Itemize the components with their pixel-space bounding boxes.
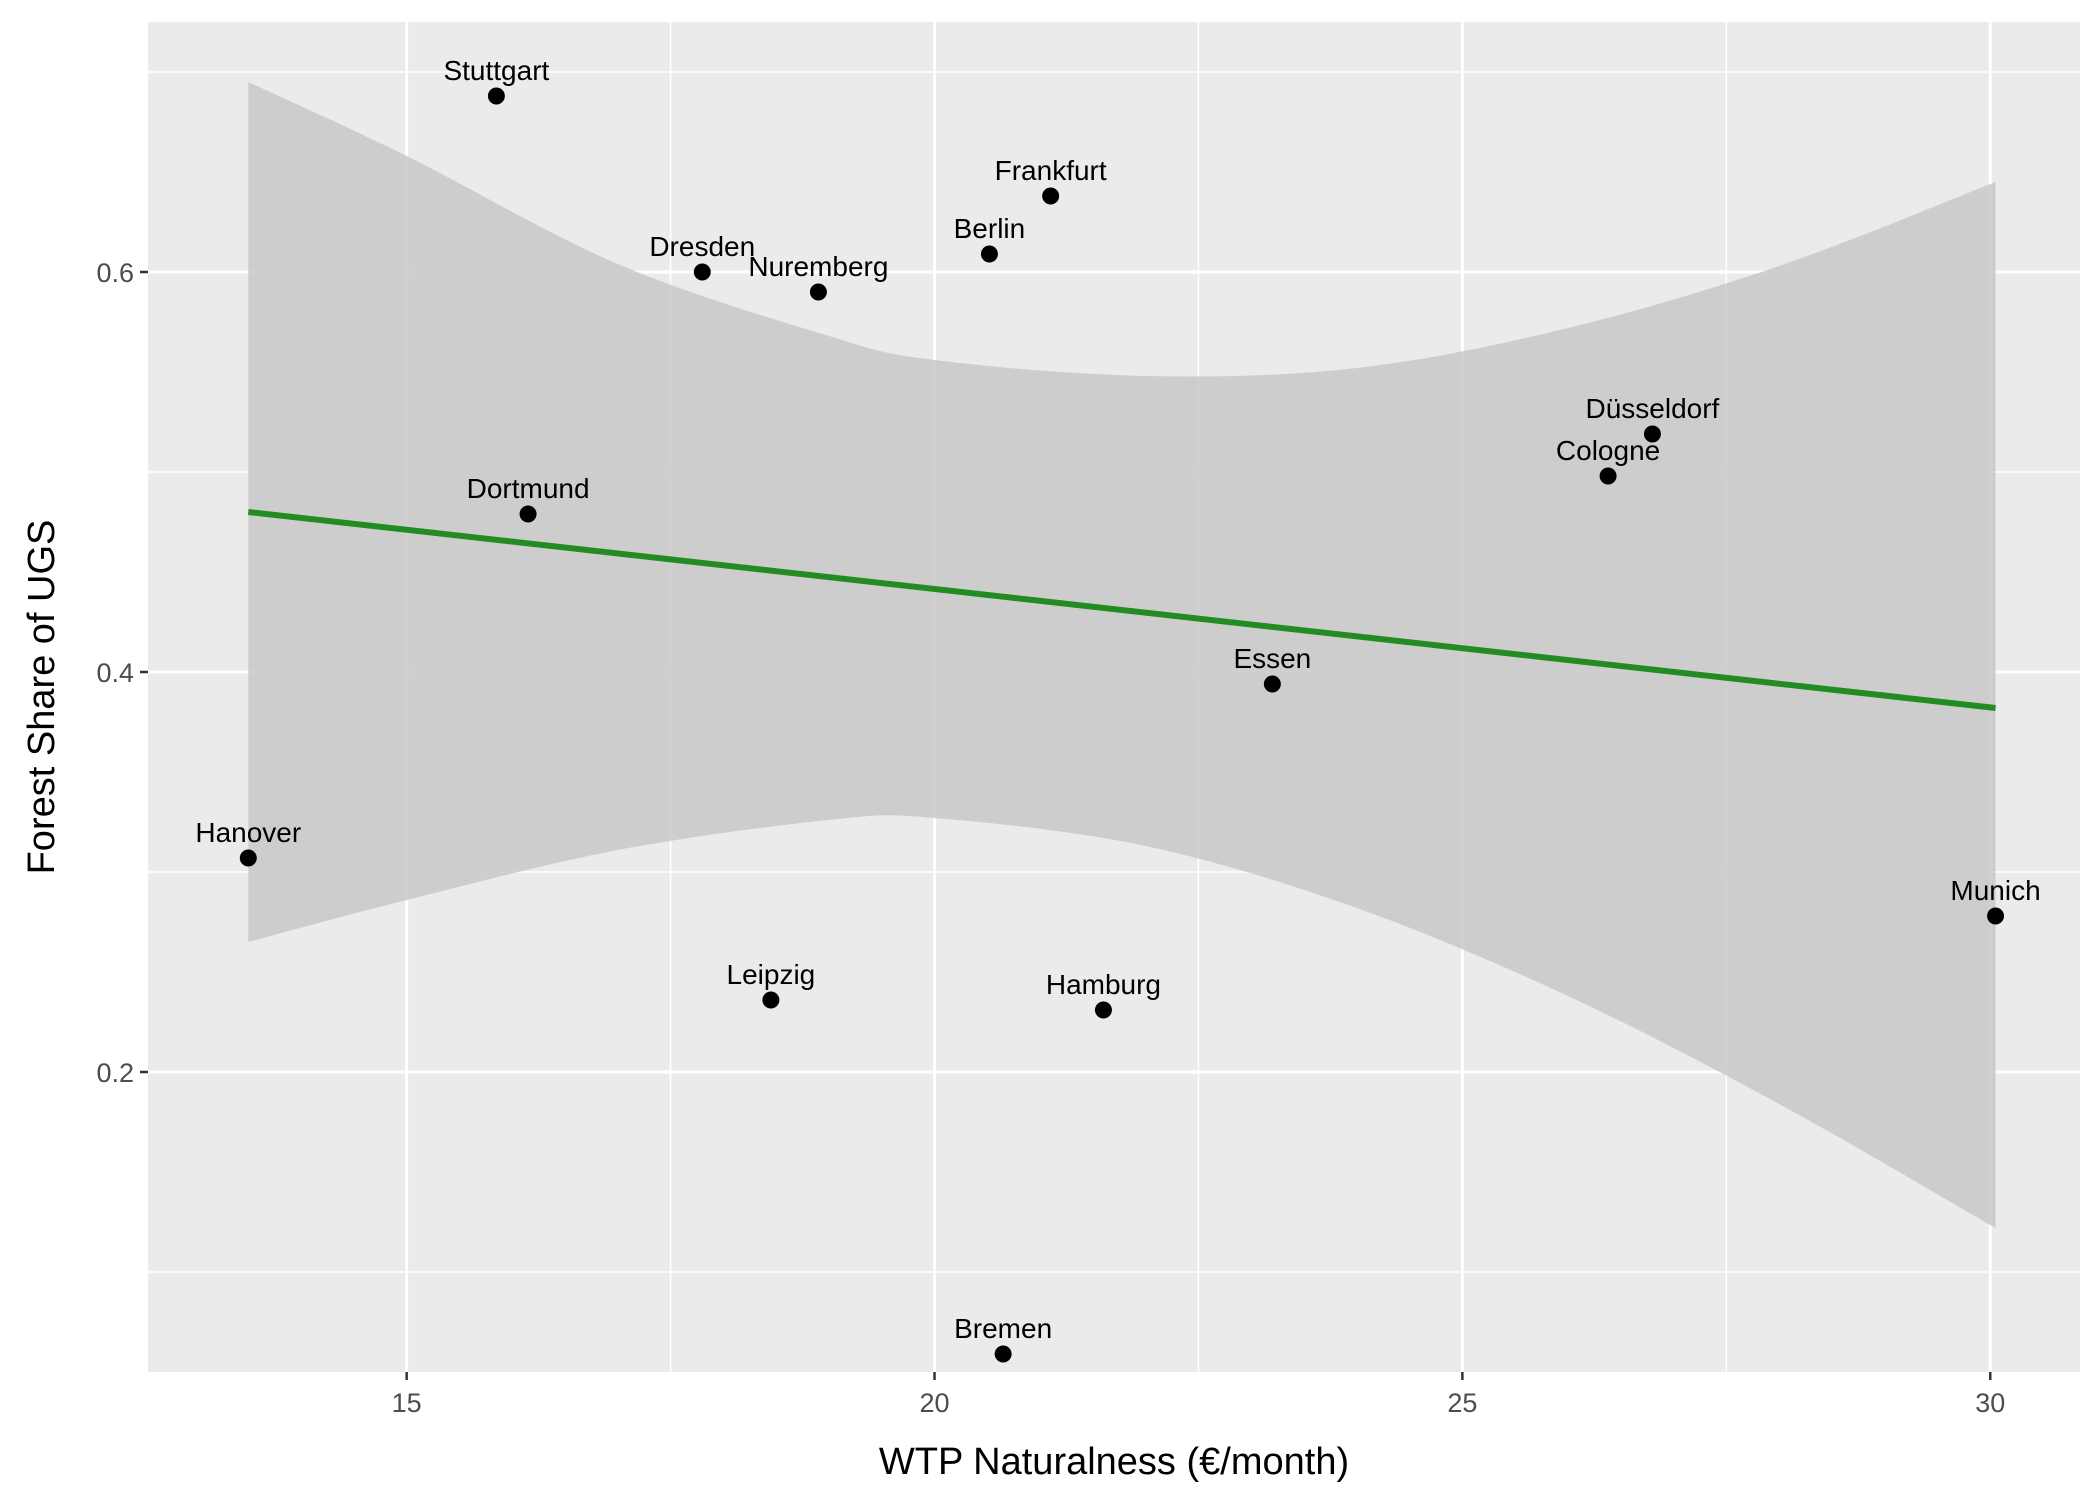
data-point-essen	[1263, 675, 1281, 693]
point-labels: Stuttgart Frankfurt Berlin DresdenNuremberg…	[195, 55, 2040, 1344]
point-label-munich: Munich	[1950, 875, 2040, 906]
data-point-hanover	[239, 849, 257, 867]
data-point-stuttgart	[487, 87, 505, 105]
point-label-essen: Essen	[1233, 643, 1311, 674]
x-tick-label: 15	[392, 1388, 422, 1418]
x-tick-label: 25	[1447, 1388, 1477, 1418]
x-tick-label: 30	[1975, 1388, 2005, 1418]
point-label-dortmund: Dortmund	[467, 473, 590, 504]
point-label-cologne: Cologne	[1556, 435, 1660, 466]
data-point-bremen	[994, 1345, 1012, 1363]
y-tick-label: 0.6	[96, 258, 134, 288]
point-label-leipzig: Leipzig	[727, 959, 816, 990]
point-label-berlin: Berlin	[954, 213, 1026, 244]
x-tick-label: 20	[920, 1388, 950, 1418]
data-point-d-sseldorf	[1643, 425, 1661, 443]
data-point-cologne	[1599, 467, 1617, 485]
data-point-munich	[1987, 907, 2005, 925]
data-points	[239, 87, 2005, 1363]
data-point-berlin	[980, 245, 998, 263]
point-label-stuttgart: Stuttgart	[443, 55, 549, 86]
y-tick-label: 0.4	[96, 658, 134, 688]
point-label-hanover: Hanover	[195, 817, 301, 848]
y-axis-title: Forest Share of UGS	[21, 520, 63, 875]
trend-line	[247, 509, 1996, 711]
data-point-nuremberg	[809, 283, 827, 301]
point-label-bremen: Bremen	[954, 1313, 1052, 1344]
data-point-dresden	[693, 263, 711, 281]
point-label-d-sseldorf: Düsseldorf	[1586, 393, 1720, 424]
point-label-hamburg: Hamburg	[1046, 969, 1161, 1000]
point-label-dresden: Dresden	[649, 231, 755, 262]
confidence-band	[248, 82, 1996, 1228]
data-point-hamburg	[1094, 1001, 1112, 1019]
data-point-leipzig	[762, 991, 780, 1009]
data-point-frankfurt	[1042, 187, 1060, 205]
y-tick-label: 0.2	[96, 1058, 134, 1088]
x-axis-title: WTP Naturalness (€/month)	[879, 1441, 1349, 1483]
point-label-nuremberg: Nuremberg	[748, 251, 888, 282]
data-point-dortmund	[519, 505, 537, 523]
point-label-frankfurt: Frankfurt	[995, 155, 1107, 186]
y-axis-ticks: 0.2 0.4 0.6	[96, 258, 148, 1088]
x-axis-ticks: 15 20 25 30	[392, 1372, 2005, 1418]
